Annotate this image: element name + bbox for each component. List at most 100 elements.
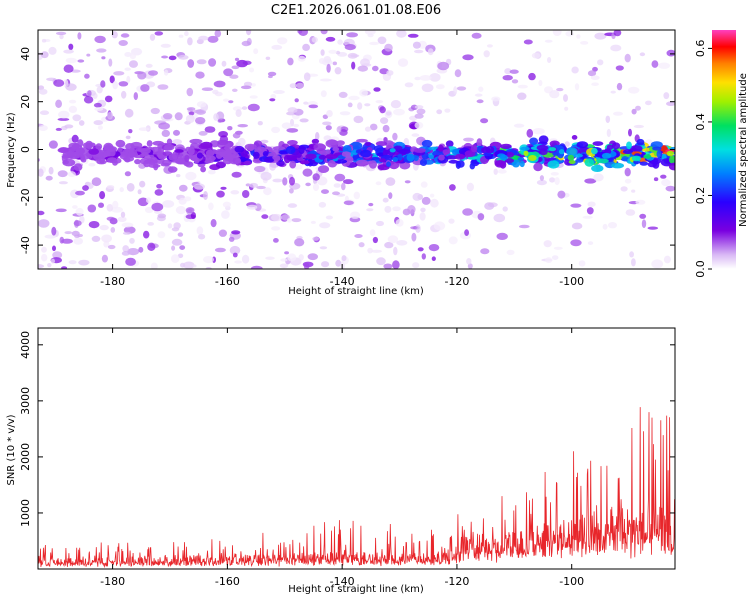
spectrogram-background-blob xyxy=(185,171,197,181)
spectrogram-background-blob xyxy=(195,71,205,79)
spectrogram-background-blob xyxy=(183,196,192,202)
spectrogram-background-blob xyxy=(382,124,390,133)
spectrogram-background-blob xyxy=(392,132,398,141)
spectrogram-background-blob xyxy=(645,100,652,106)
spectrogram-background-blob xyxy=(318,201,327,208)
spectrogram-background-blob xyxy=(382,197,389,203)
spectrogram-background-blob xyxy=(369,41,380,46)
spectrogram-background-blob xyxy=(591,82,599,86)
spectrogram-panel: -180 -160 -140 -120 -100 -40 -20 0 20 40 Height o… xyxy=(6,29,676,297)
spectrogram-background-blob xyxy=(339,111,351,116)
spectrogram-background-blob xyxy=(207,169,216,175)
spectrogram-band-blob xyxy=(499,154,508,161)
spectrogram-background-blob xyxy=(497,169,507,174)
spectrogram-background-blob xyxy=(184,31,189,37)
spectrogram-background-blob xyxy=(337,39,343,45)
spectrogram-background-blob xyxy=(407,205,416,214)
spectrogram-background-blob xyxy=(235,109,242,117)
spectrogram-background-blob xyxy=(321,189,329,195)
spectrogram-ytick-label: -20 xyxy=(19,188,32,206)
spectrogram-background-blob xyxy=(379,106,386,114)
spectrogram-band-blob xyxy=(289,160,297,169)
spectrogram-background-blob xyxy=(287,57,294,66)
spectrogram-background-blob xyxy=(268,75,273,79)
spectrogram-background-blob xyxy=(565,31,574,37)
spectrogram-background-blob xyxy=(388,192,393,200)
spectrogram-background-blob xyxy=(63,64,74,73)
spectrogram-band-blob xyxy=(276,160,285,167)
spectrogram-background-blob xyxy=(107,244,116,250)
spectrogram-background-blob xyxy=(414,49,424,54)
spectrogram-background-blob xyxy=(624,167,631,177)
spectrogram-background-blob xyxy=(615,65,624,71)
spectrogram-background-blob xyxy=(38,210,45,216)
spectrogram-background-blob xyxy=(157,213,167,219)
spectrogram-background-blob xyxy=(312,236,320,241)
spectrogram-band-blob xyxy=(252,151,260,159)
spectrogram-background-blob xyxy=(665,185,675,192)
spectrogram-xlabel: Height of straight line (km) xyxy=(288,286,424,297)
spectrogram-background-blob xyxy=(140,84,150,92)
spectrogram-background-blob xyxy=(393,108,405,116)
spectrogram-background-blob xyxy=(372,236,378,244)
spectrogram-background-blob xyxy=(526,128,534,138)
spectrogram-background-blob xyxy=(192,264,197,268)
spectrogram-background-blob xyxy=(120,33,130,38)
spectrogram-band-blob xyxy=(379,158,386,163)
spectrogram-background-blob xyxy=(127,248,140,256)
spectrogram-background-blob xyxy=(593,173,604,182)
colorbar-gradient xyxy=(712,30,736,269)
spectrogram-background-blob xyxy=(58,181,68,185)
spectrogram-background-blob xyxy=(210,219,217,228)
spectrogram-background-blob xyxy=(151,202,164,212)
spectrogram-background-blob xyxy=(551,255,559,260)
spectrogram-band-blob xyxy=(523,150,529,157)
spectrogram-background-blob xyxy=(466,182,474,192)
spectrogram-band-blob xyxy=(224,153,235,160)
spectrogram-band-blob xyxy=(630,145,643,153)
spectrogram-background-blob xyxy=(122,231,131,235)
spectrogram-background-blob xyxy=(322,121,332,126)
spectrogram-background-blob xyxy=(319,78,332,82)
spectrogram-band-blob xyxy=(445,140,454,148)
spectrogram-background-blob xyxy=(414,121,424,129)
spectrogram-band-blob xyxy=(349,141,363,150)
spectrogram-background-blob xyxy=(249,182,258,188)
spectrogram-background-blob xyxy=(161,55,169,59)
spectrogram-background-blob xyxy=(477,213,485,221)
snr-xtick-label: -140 xyxy=(330,575,355,588)
spectrogram-band-blob xyxy=(398,148,411,155)
spectrogram-background-blob xyxy=(319,246,328,250)
spectrogram-band-blob xyxy=(325,149,331,154)
spectrogram-band-blob xyxy=(71,144,83,151)
spectrogram-background-blob xyxy=(149,33,156,41)
spectrogram-background-blob xyxy=(112,81,118,90)
spectrogram-band-blob xyxy=(584,158,595,167)
spectrogram-background-blob xyxy=(322,114,329,120)
spectrogram-band-blob xyxy=(342,145,352,154)
spectrogram-band-blob xyxy=(57,147,70,153)
spectrogram-background-blob xyxy=(39,110,50,115)
spectrogram-background-blob xyxy=(111,31,118,39)
spectrogram-band-blob xyxy=(88,148,99,155)
spectrogram-background-blob xyxy=(606,128,611,138)
spectrogram-background-blob xyxy=(386,70,394,76)
spectrogram-background-blob xyxy=(354,234,363,238)
spectrogram-background-blob xyxy=(613,111,623,116)
spectrogram-background-blob xyxy=(493,213,506,223)
spectrogram-band-blob xyxy=(529,137,539,146)
spectrogram-band-blob xyxy=(406,153,415,162)
spectrogram-background-blob xyxy=(385,177,396,186)
spectrogram-background-blob xyxy=(270,93,277,100)
spectrogram-band-blob xyxy=(106,157,118,164)
spectrogram-band-blob xyxy=(476,138,483,147)
spectrogram-background-blob xyxy=(52,251,63,259)
spectrogram-background-blob xyxy=(178,34,184,38)
spectrogram-background-blob xyxy=(420,181,428,188)
spectrogram-background-blob xyxy=(171,254,180,263)
spectrogram-background-blob xyxy=(334,173,346,182)
spectrogram-band-blob xyxy=(313,143,327,152)
spectrogram-background-blob xyxy=(64,124,74,129)
spectrogram-background-blob xyxy=(448,236,458,245)
colorbar-tick-label: 0.4 xyxy=(694,113,707,131)
